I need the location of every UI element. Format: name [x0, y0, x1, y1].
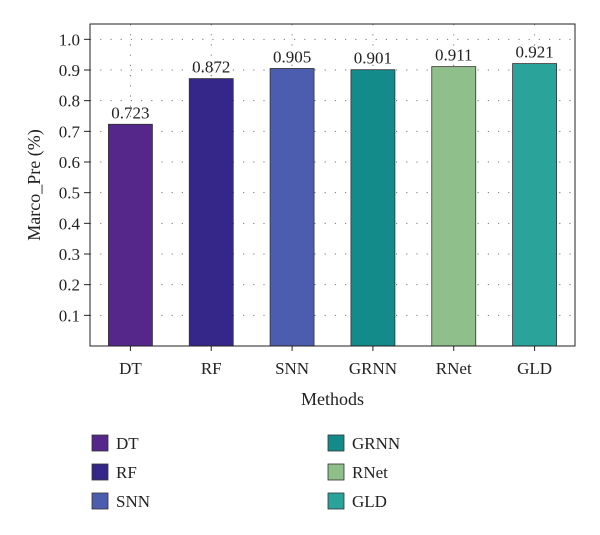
data-label-snn: 0.905	[273, 47, 311, 66]
grid	[90, 24, 575, 346]
y-tick-label: 0.3	[59, 245, 80, 264]
bars	[108, 63, 557, 347]
legend-label-rnet: RNet	[352, 463, 388, 482]
y-axis-title: Marco_Pre (%)	[24, 129, 45, 240]
data-label-grnn: 0.901	[354, 49, 392, 68]
x-tick-label-snn: SNN	[275, 359, 309, 378]
bar-snn	[269, 68, 315, 347]
x-tick-label-grnn: GRNN	[349, 359, 397, 378]
y-tick-label: 0.2	[59, 276, 80, 295]
y-tick-label: 0.6	[59, 153, 80, 172]
y-tick-label: 0.8	[59, 92, 80, 111]
bar-rnet	[431, 66, 477, 347]
legend-swatch-rf	[91, 463, 109, 481]
x-tick-label-rf: RF	[201, 359, 222, 378]
y-tick-label: 0.9	[59, 61, 80, 80]
legend-label-dt: DT	[116, 434, 139, 453]
y-tick-label: 0.7	[59, 122, 81, 141]
legend-label-rf: RF	[116, 463, 137, 482]
legend-label-grnn: GRNN	[352, 434, 400, 453]
data-label-dt: 0.723	[111, 103, 149, 122]
data-label-rf: 0.872	[192, 58, 230, 77]
data-label-gld: 0.921	[515, 43, 553, 62]
x-tick-label-gld: GLD	[517, 359, 552, 378]
y-tick-label: 1.0	[59, 30, 80, 49]
legend: DT RF SNN GRNN RNet GLD	[91, 434, 400, 511]
legend-label-snn: SNN	[116, 492, 150, 511]
axes	[84, 23, 576, 351]
y-tick-label: 0.5	[59, 184, 80, 203]
legend-swatch-dt	[91, 434, 109, 452]
data-label-rnet: 0.911	[435, 46, 473, 65]
labels: 0.723 0.872 0.905 0.901 0.911 0.921 0.1 0.2 0.3 0…	[59, 30, 554, 378]
y-tick-label: 0.1	[59, 306, 80, 325]
bar-dt	[108, 123, 153, 347]
x-axis-title: Methods	[301, 389, 364, 409]
legend-label-gld: GLD	[352, 492, 387, 511]
x-tick-label-dt: DT	[119, 359, 142, 378]
plot-frame	[89, 23, 576, 347]
bar-gld	[512, 63, 557, 347]
legend-swatch-gld	[327, 492, 345, 510]
bar-rf	[188, 78, 234, 347]
bar-grnn	[350, 69, 396, 347]
legend-swatch-grnn	[327, 434, 345, 452]
legend-swatch-snn	[91, 492, 109, 510]
y-tick-label: 0.4	[59, 214, 81, 233]
x-tick-label-rnet: RNet	[436, 359, 472, 378]
legend-swatch-rnet	[327, 463, 345, 481]
